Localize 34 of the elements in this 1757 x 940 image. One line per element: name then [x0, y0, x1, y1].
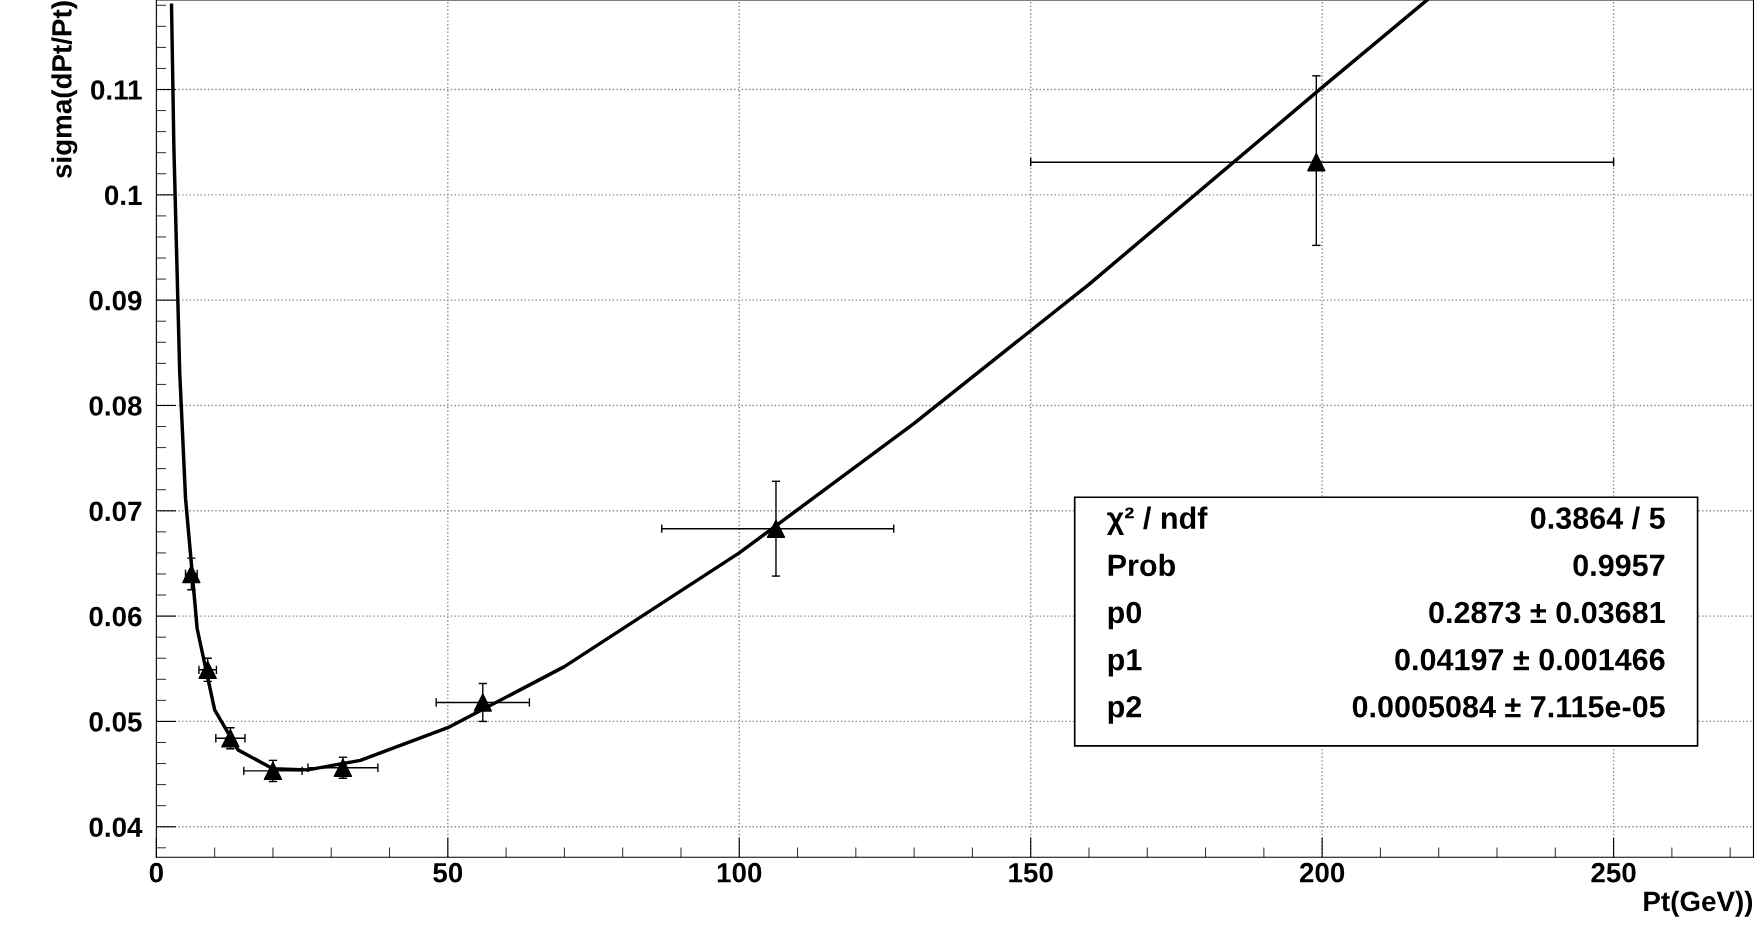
y-tick-label: 0.08	[89, 396, 142, 416]
annotation: 0.3864 / 5	[1530, 506, 1665, 530]
y-tick-label: 0.07	[89, 501, 142, 522]
point	[263, 761, 283, 781]
annotation: χ² / ndf	[1106, 506, 1208, 536]
annotation: p1	[1108, 649, 1142, 677]
point	[473, 693, 492, 712]
annotation: Prob	[1108, 553, 1175, 577]
annotation: p0	[1108, 601, 1142, 630]
annotation: 0.04197 ± 0.001466	[1395, 648, 1665, 671]
x-tick-label: 150	[1009, 862, 1053, 883]
annotation: 0.0005084 ± 7.115e-05	[1352, 695, 1665, 718]
point	[182, 564, 201, 584]
point	[1307, 152, 1326, 172]
y-tick-label: 0.11	[91, 80, 142, 100]
y-axis-title: sigma(dPt/Pt)	[51, 1, 78, 179]
x-tick-label: 0	[149, 862, 163, 883]
point	[766, 519, 786, 538]
x-tick-label: 250	[1591, 862, 1636, 883]
x-tick-label: 200	[1299, 862, 1345, 883]
y-tick-label: 0.05	[89, 712, 142, 732]
point	[333, 758, 353, 777]
y-tick-label: 0.06	[89, 606, 142, 627]
point	[221, 729, 240, 748]
annotation: 0.9957	[1573, 554, 1665, 577]
annotation: p2	[1108, 695, 1142, 724]
y-tick-label: 0.09	[89, 290, 142, 311]
point	[198, 660, 217, 680]
y-tick-label: 0.04	[89, 817, 143, 838]
x-tick-label: 100	[717, 862, 762, 883]
x-tick-label: 50	[433, 862, 463, 883]
annotation: 0.2873 ± 0.03681	[1429, 601, 1665, 624]
y-tick-label: 0.1	[104, 185, 142, 206]
x-axis-title: Pt(GeV))	[1644, 890, 1753, 917]
